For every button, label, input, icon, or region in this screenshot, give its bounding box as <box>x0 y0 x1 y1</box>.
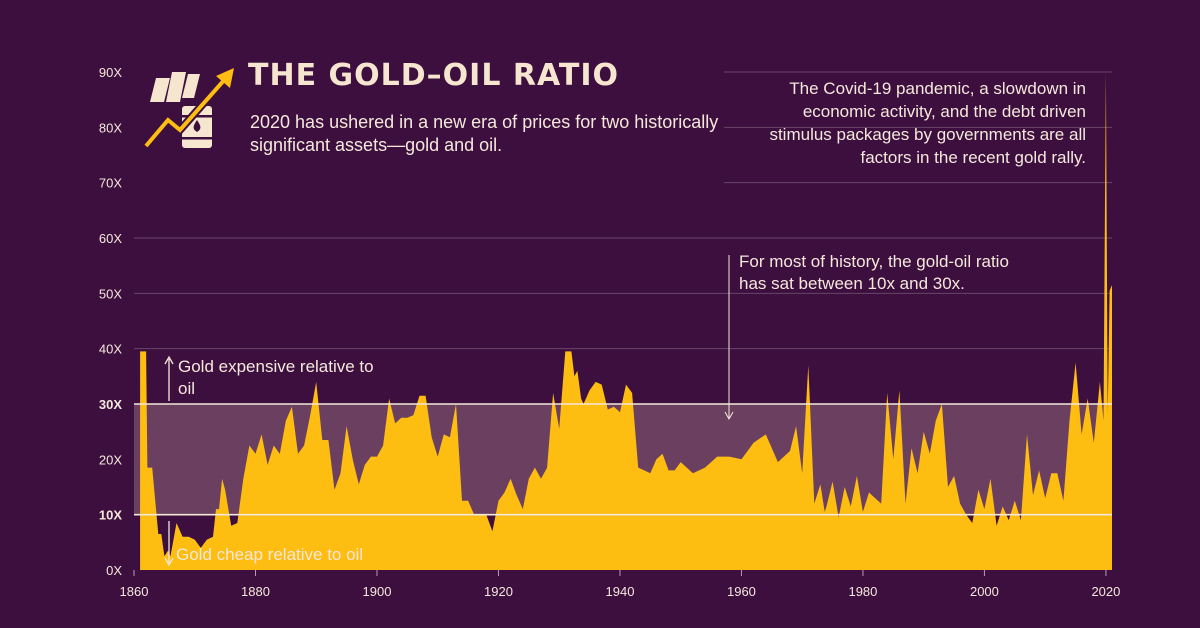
y-tick-label: 60X <box>99 231 122 246</box>
cheap-annotation: Gold cheap relative to oil <box>176 545 364 564</box>
history-arrow-head <box>724 411 734 421</box>
cheap-arrow-head <box>164 557 174 567</box>
gold-oil-logo-icon <box>142 68 234 149</box>
band-boundary-lines <box>134 403 1112 516</box>
y-tick-label: 80X <box>99 120 122 135</box>
y-axis-ticks: 0X 10X 20X 30X 40X 50X 60X 70X 80X 90X <box>99 65 122 578</box>
y-tick-label: 10X <box>99 508 122 523</box>
history-annotation: For most of history, the gold-oil ratio … <box>739 252 1009 293</box>
x-tick-label: 1880 <box>241 584 270 599</box>
y-tick-label: 30X <box>99 397 122 412</box>
covid-annotation: The Covid-19 pandemic, a slowdown in eco… <box>769 79 1086 167</box>
ratio-area-series <box>140 72 1113 570</box>
x-tick-label: 1940 <box>606 584 635 599</box>
annotation-arrows <box>164 255 734 567</box>
y-tick-label: 20X <box>99 452 122 467</box>
x-axis-ticks: 1860 1880 1900 1920 1940 1960 1980 2000 2020 <box>120 570 1120 599</box>
y-tick-label: 90X <box>99 65 122 80</box>
chart-subtitle: 2020 has ushered in a new era of prices … <box>250 112 719 155</box>
y-tick-label: 40X <box>99 342 122 357</box>
x-tick-label: 1980 <box>848 584 877 599</box>
x-tick-label: 2020 <box>1091 584 1120 599</box>
expensive-annotation: Gold expensive relative to oil <box>178 357 374 398</box>
expensive-arrow-head <box>164 355 174 365</box>
x-tick-label: 1920 <box>484 584 513 599</box>
x-tick-label: 1860 <box>120 584 149 599</box>
x-tick-label: 1960 <box>727 584 756 599</box>
chart-title: THE GOLD–OIL RATIO <box>248 58 619 93</box>
x-tick-label: 1900 <box>363 584 392 599</box>
y-tick-label: 0X <box>106 563 122 578</box>
y-tick-label: 50X <box>99 286 122 301</box>
x-tick-label: 2000 <box>970 584 999 599</box>
y-tick-label: 70X <box>99 176 122 191</box>
